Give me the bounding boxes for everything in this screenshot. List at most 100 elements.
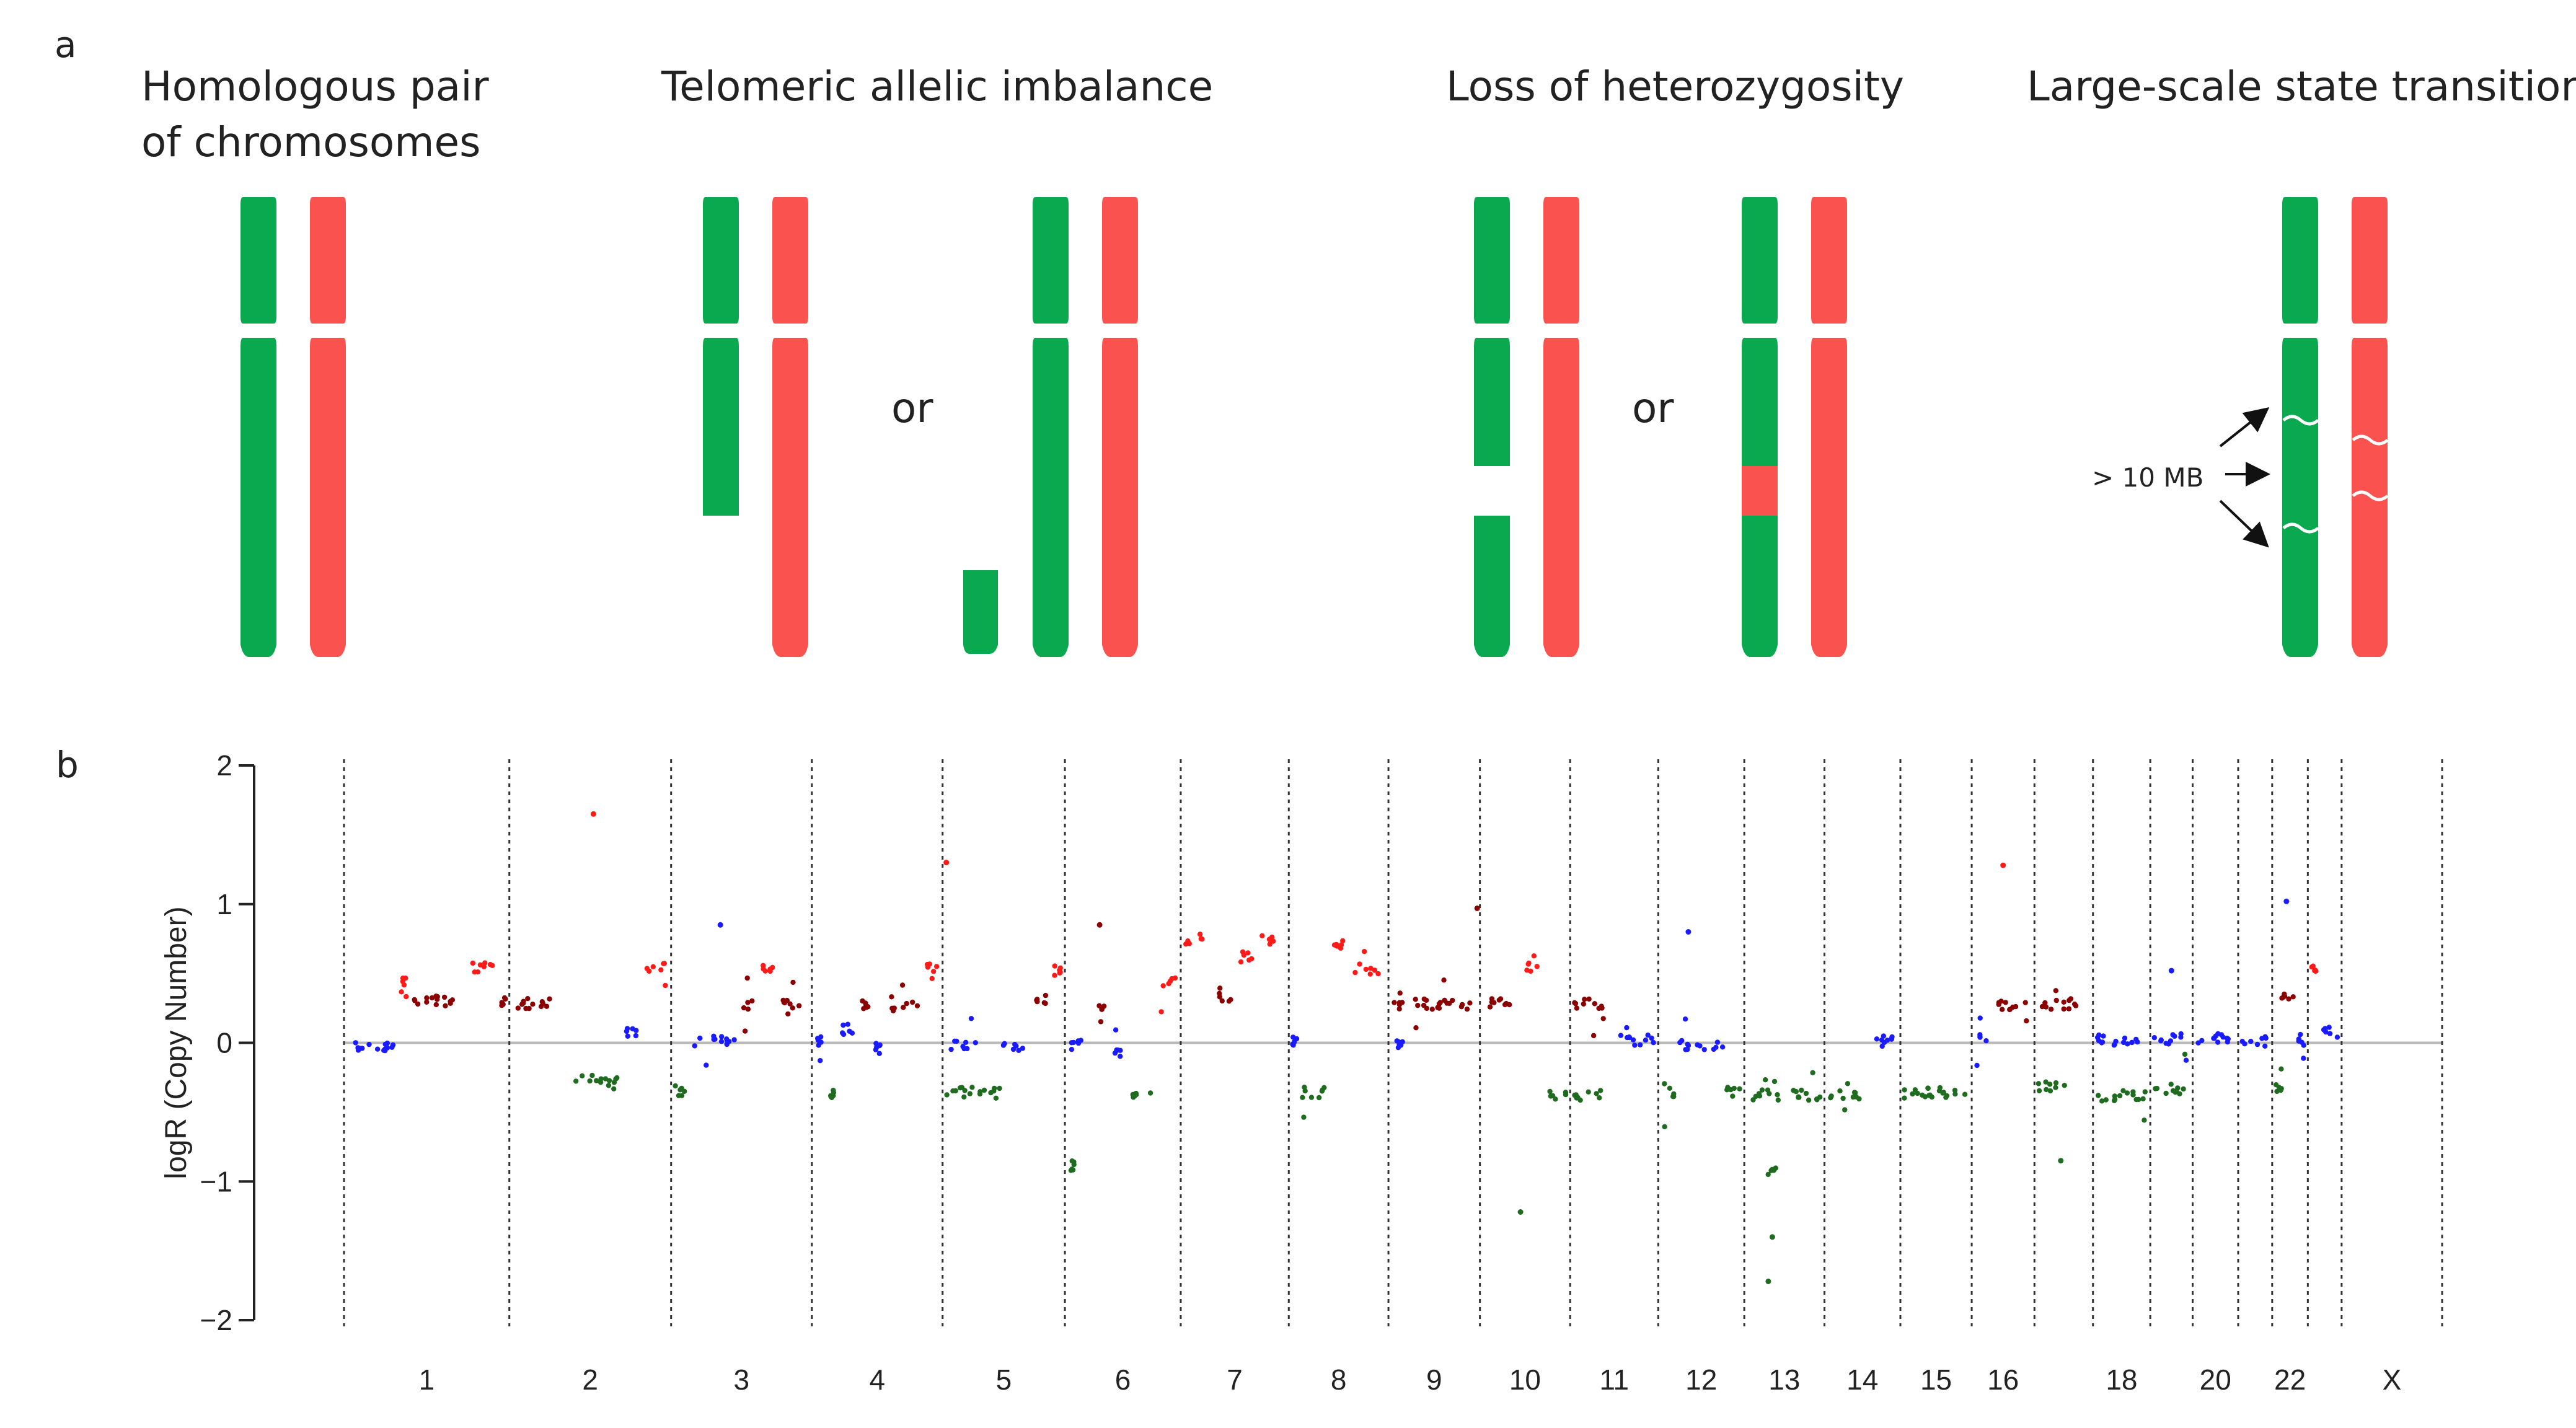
chromosome-label: 20 — [2200, 1364, 2231, 1396]
data-point — [2140, 1096, 2146, 1102]
data-point — [2273, 1082, 2279, 1088]
data-point — [1643, 1038, 1649, 1043]
data-point — [630, 1026, 635, 1032]
data-point — [658, 967, 664, 972]
data-point — [2181, 1086, 2186, 1092]
data-point — [1502, 1002, 1508, 1008]
data-point — [1424, 1005, 1429, 1011]
data-point — [961, 1094, 967, 1100]
data-point — [2066, 1006, 2072, 1011]
data-point — [587, 1078, 593, 1084]
data-point — [1020, 1046, 1026, 1051]
data-point — [873, 1041, 879, 1046]
data-point — [1944, 1093, 1950, 1099]
data-point — [644, 966, 650, 971]
data-point — [954, 1038, 959, 1044]
data-point — [692, 1043, 698, 1049]
data-point — [1750, 1097, 1756, 1103]
lst-annotation: > 10 MB — [2092, 462, 2204, 493]
outlier-point — [1685, 929, 1692, 935]
data-point — [1910, 1091, 1915, 1097]
data-point — [1850, 1094, 1856, 1100]
data-point — [679, 1085, 684, 1091]
data-point — [1977, 1015, 1983, 1021]
data-point — [785, 1011, 791, 1017]
outlier-point — [1474, 906, 1480, 911]
data-point — [749, 998, 755, 1004]
data-point — [1879, 1037, 1885, 1043]
data-point — [1118, 1047, 1123, 1053]
data-point — [1357, 961, 1362, 967]
data-point — [1840, 1095, 1846, 1101]
data-point — [1592, 1001, 1597, 1007]
data-point — [925, 961, 930, 967]
chromosome-label: 11 — [1599, 1364, 1629, 1396]
data-point — [2301, 1042, 2306, 1048]
data-point — [1547, 1088, 1553, 1095]
data-point — [1361, 949, 1367, 954]
data-point — [1112, 1050, 1118, 1056]
data-point — [359, 1046, 365, 1051]
data-point — [1271, 938, 1276, 944]
data-point — [443, 1003, 448, 1008]
data-point — [1574, 1005, 1580, 1011]
data-point — [538, 1003, 544, 1010]
data-point — [611, 1086, 617, 1091]
green-chromosome-q-upper — [1474, 338, 1510, 466]
data-point — [1507, 1002, 1512, 1008]
data-point — [1775, 1092, 1780, 1098]
data-point — [2296, 1038, 2301, 1044]
data-point — [2061, 1006, 2067, 1012]
data-point — [718, 1039, 725, 1044]
data-point — [910, 999, 915, 1005]
data-point — [1730, 1093, 1736, 1099]
data-point — [1929, 1094, 1934, 1100]
data-point — [2071, 1001, 2078, 1007]
data-point — [2124, 1090, 2130, 1096]
data-point — [2047, 1088, 2053, 1094]
data-point — [1837, 1088, 1843, 1094]
data-point — [2168, 1038, 2174, 1044]
data-point — [1667, 1085, 1673, 1091]
data-point — [2003, 1000, 2008, 1005]
data-point — [1528, 968, 1533, 974]
outlier-point — [1769, 1234, 1775, 1240]
data-point — [2278, 1066, 2284, 1072]
data-point — [1399, 1000, 1405, 1005]
data-point — [2151, 1035, 2157, 1041]
data-point — [2022, 1000, 2028, 1005]
data-point — [796, 1003, 802, 1008]
red-chromosome-arm-q — [772, 338, 808, 657]
data-point — [745, 1007, 751, 1012]
red-chromosome-arm-q — [310, 338, 346, 657]
data-point — [1423, 997, 1429, 1003]
data-point — [704, 1062, 709, 1068]
loh-option-2 — [1742, 197, 1847, 657]
outlier-point — [1096, 922, 1103, 928]
y-tick-label: 2 — [216, 749, 232, 782]
data-point — [1217, 985, 1223, 991]
data-point — [1458, 1004, 1465, 1010]
data-point — [2099, 1098, 2105, 1104]
data-point — [412, 997, 417, 1003]
data-point — [930, 969, 937, 974]
data-point — [650, 964, 656, 969]
data-point — [1775, 1097, 1781, 1103]
data-point — [2053, 1085, 2058, 1090]
data-point — [1598, 1088, 1603, 1093]
data-point — [399, 989, 404, 995]
data-point — [1057, 970, 1062, 976]
data-point — [719, 1034, 725, 1039]
data-point — [2062, 1083, 2067, 1088]
data-point — [1756, 1091, 1762, 1096]
data-point — [1553, 1096, 1558, 1102]
data-point — [891, 1008, 896, 1013]
data-point — [2096, 1093, 2101, 1098]
data-point — [1267, 941, 1273, 947]
y-tick-label: −2 — [200, 1304, 232, 1336]
data-point — [697, 1035, 703, 1041]
data-point — [1442, 997, 1447, 1003]
chromosome-label: 16 — [1987, 1364, 2019, 1396]
data-point — [530, 1002, 536, 1007]
data-point — [863, 1005, 869, 1010]
